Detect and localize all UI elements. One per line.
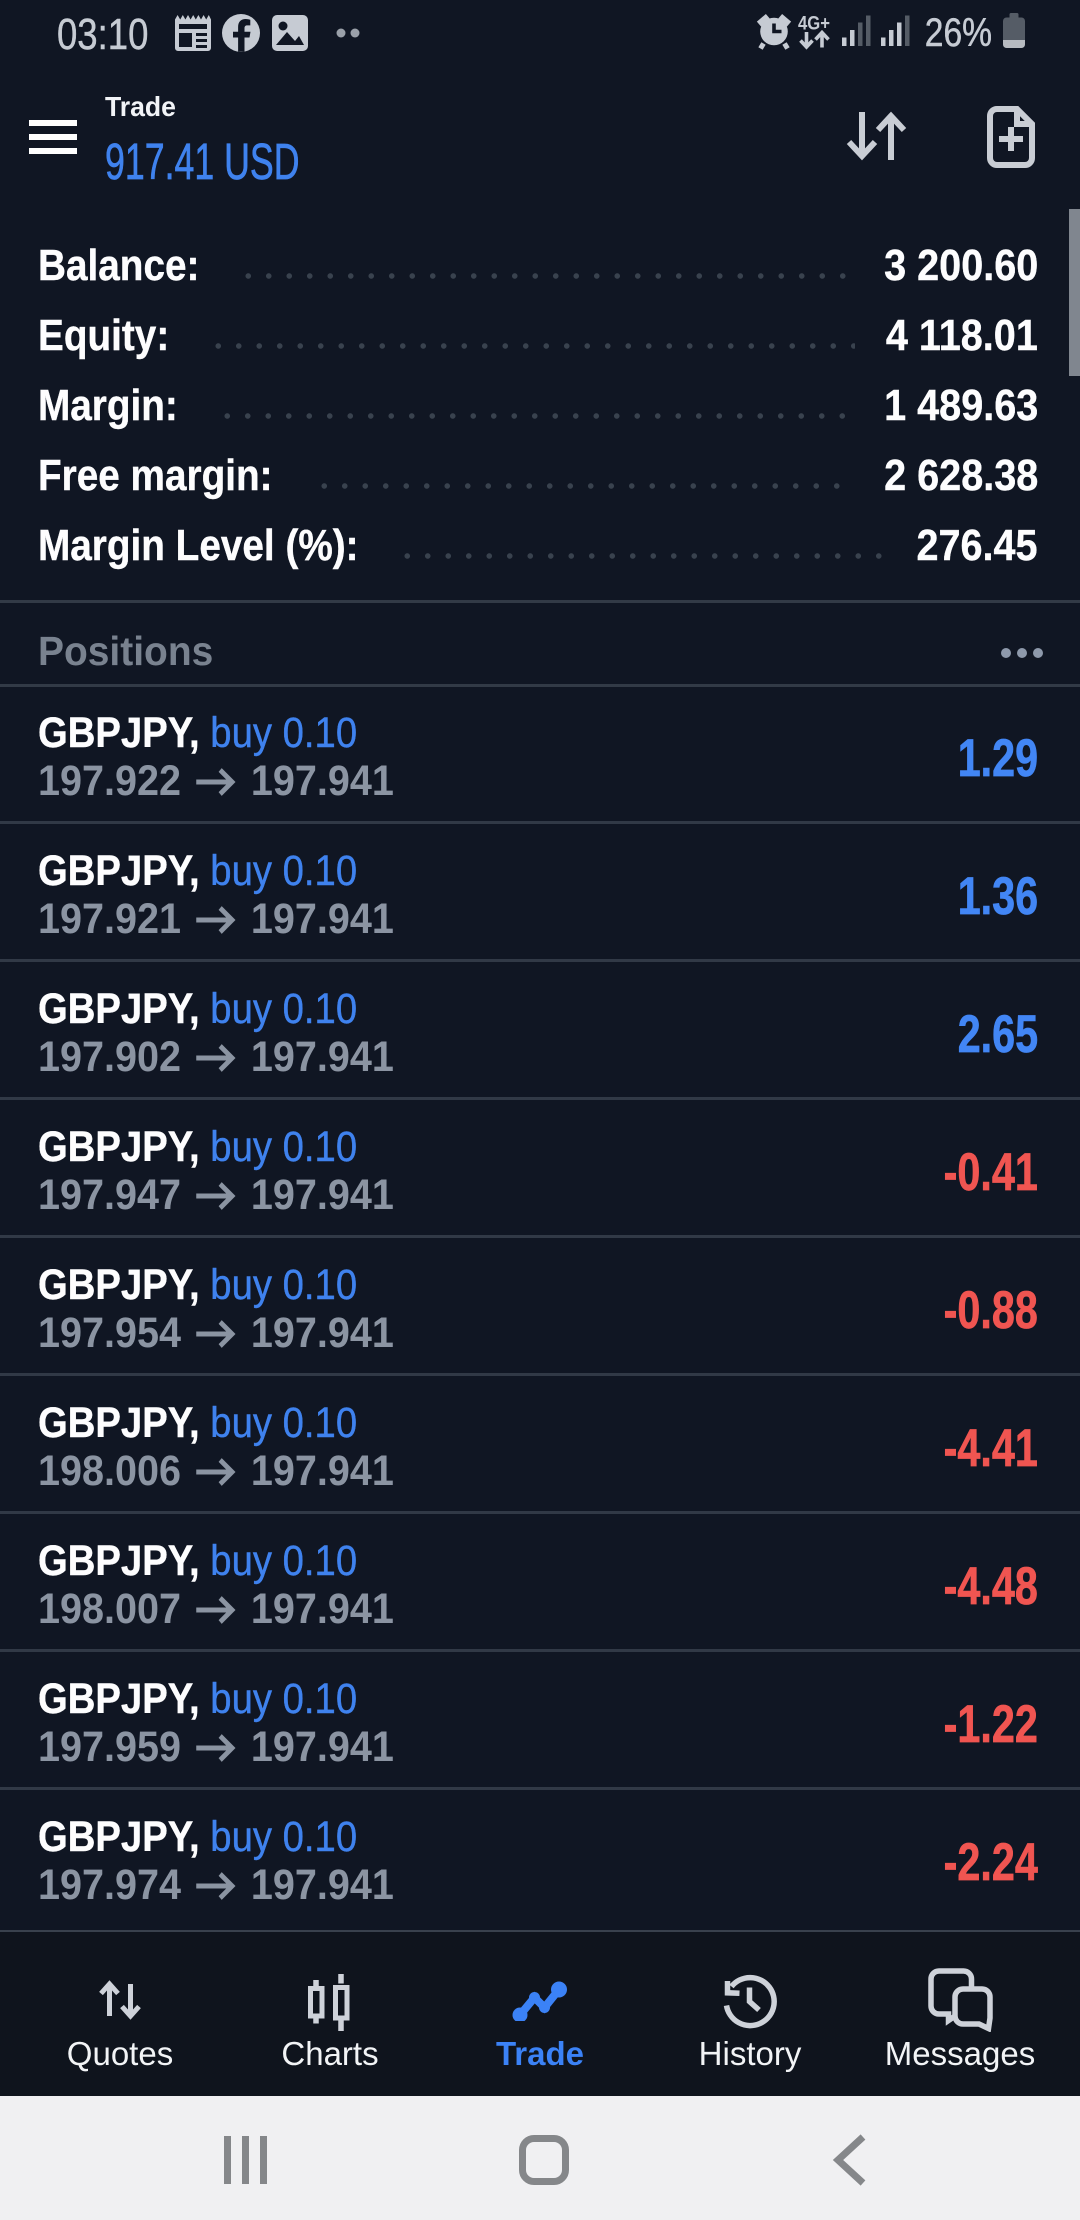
svg-text:4G+: 4G+: [798, 14, 830, 35]
